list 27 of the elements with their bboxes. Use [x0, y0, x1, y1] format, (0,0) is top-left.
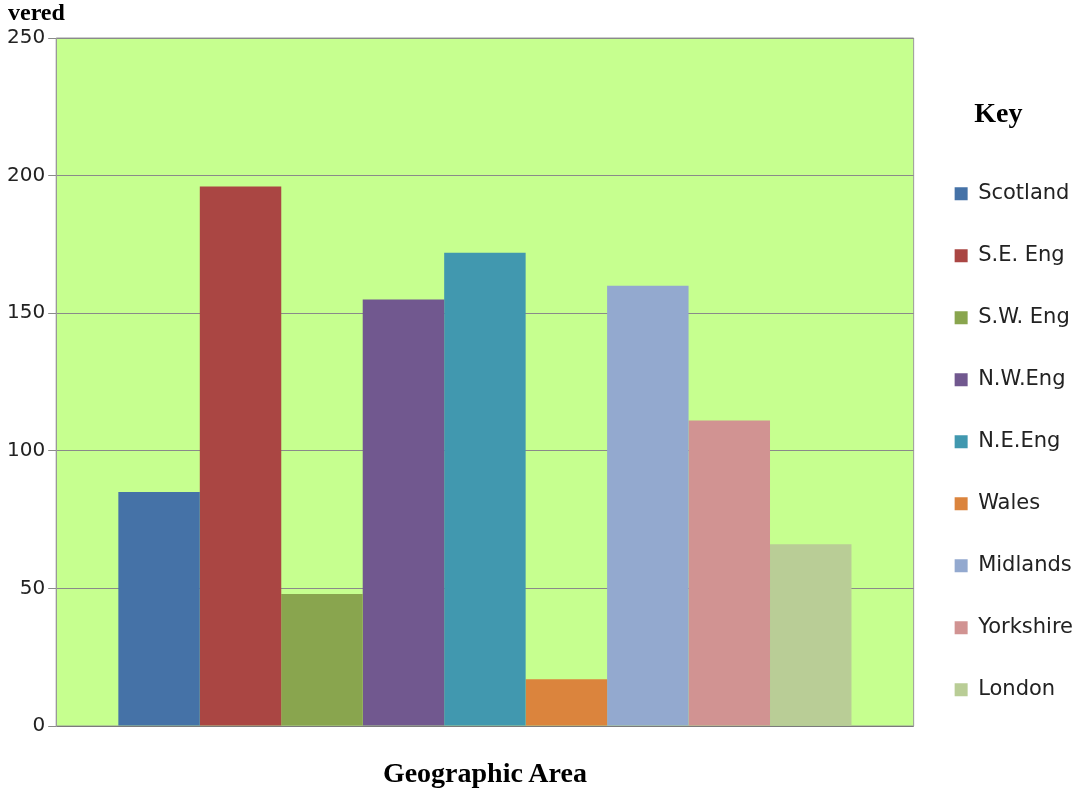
bar — [607, 285, 689, 726]
legend-label: Wales — [978, 490, 1041, 515]
bar — [444, 252, 526, 726]
legend-label: N.E.Eng — [978, 428, 1061, 453]
bar — [281, 593, 363, 726]
y-tick-label: 50 — [19, 574, 46, 599]
bar — [770, 544, 852, 726]
legend-title: Key — [974, 96, 1023, 128]
y-axis-title: vered — [8, 0, 66, 26]
legend-label: Midlands — [978, 552, 1072, 577]
x-axis-title: Geographic Area — [382, 757, 587, 789]
bar — [688, 420, 771, 726]
bar — [525, 679, 608, 726]
legend-label: S.W. Eng — [978, 304, 1070, 329]
y-tick-label: 0 — [32, 712, 46, 737]
bar — [362, 299, 445, 726]
bar — [199, 186, 282, 726]
legend-label: Yorkshire — [977, 614, 1073, 639]
y-tick-label: 150 — [6, 299, 46, 324]
legend-label: S.E. Eng — [978, 242, 1065, 267]
y-tick-label: 200 — [6, 161, 46, 186]
y-tick-label: 100 — [6, 437, 46, 461]
bar — [118, 492, 200, 726]
legend-label: Scotland — [978, 180, 1070, 205]
legend-label: London — [978, 676, 1056, 701]
legend-label: N.W.Eng — [978, 366, 1066, 391]
y-tick-label: 250 — [6, 24, 46, 49]
